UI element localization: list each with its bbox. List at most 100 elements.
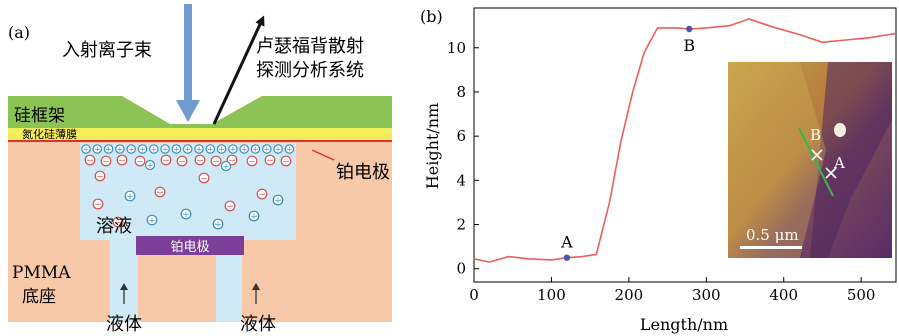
svg-text:+: + — [252, 145, 258, 154]
liquid-arrow-left — [120, 283, 128, 304]
chart-plot-area — [473, 7, 897, 283]
svg-text:−: − — [212, 157, 219, 167]
panel-a-schematic: (a) 铂电极 + + + + + + + + + + + + + + + + + + +− − − − − − − − − − − −+… — [8, 4, 392, 335]
cation-ion: + — [81, 144, 91, 154]
afm-label-a: A — [833, 154, 845, 172]
silicon-frame-label: 硅框架 — [14, 106, 65, 126]
x-tick-label: 500 — [847, 286, 876, 304]
svg-text:−: − — [118, 156, 125, 166]
cation-ion: + — [160, 144, 170, 154]
afm-inset: B A 0.5 μm — [728, 62, 892, 258]
anion-ion: − — [224, 200, 236, 212]
svg-text:−: − — [86, 156, 93, 166]
cation-ion: + — [261, 144, 272, 154]
x-tick-label: 200 — [615, 286, 644, 304]
cation-ion: + — [115, 144, 125, 154]
svg-text:+: + — [173, 145, 179, 154]
svg-text:−: − — [226, 202, 233, 212]
svg-text:−: − — [156, 188, 163, 198]
anion-ion: − — [198, 172, 210, 184]
svg-text:+: + — [250, 212, 257, 222]
x-tick-label: 400 — [769, 286, 798, 304]
anion-ion: − — [116, 154, 128, 166]
cation-ion: + — [137, 144, 148, 154]
rbs-label-line1: 卢瑟福背散射 — [256, 36, 364, 57]
y-axis-label: Height/nm — [423, 103, 442, 189]
cation-ion: + — [205, 144, 216, 154]
afm-profile-line — [798, 127, 834, 197]
svg-text:+: + — [286, 145, 292, 154]
rbs-label-line2: 探测分析系统 — [256, 60, 364, 81]
bottom-platinum-electrode — [136, 236, 244, 255]
svg-text:+: + — [105, 145, 111, 154]
backscatter-arrow — [212, 15, 265, 125]
solution-chamber — [80, 143, 296, 322]
svg-text:+: + — [126, 192, 133, 202]
anion-ion: − — [194, 154, 206, 166]
svg-text:+: + — [196, 145, 202, 154]
svg-text:−: − — [248, 157, 255, 167]
anion-ion: − — [134, 155, 146, 167]
x-tick-label: 300 — [692, 286, 721, 304]
svg-text:−: − — [266, 156, 273, 166]
afm-scale-bar — [740, 246, 802, 249]
svg-text:+: + — [274, 196, 281, 206]
membrane-label: 氮化硅薄膜 — [22, 127, 77, 141]
cation-ion: + — [149, 144, 159, 154]
y-axis: 0 2 4 6 8 10 — [447, 39, 479, 278]
svg-text:+: + — [207, 145, 213, 154]
cation-ion: + — [216, 144, 227, 154]
svg-text:+: + — [117, 145, 123, 154]
afm-marker-b — [811, 149, 823, 161]
marker-label-a: A — [560, 233, 573, 252]
svg-text:−: − — [114, 218, 121, 228]
silicon-frame — [8, 96, 392, 130]
y-tick-label: 6 — [456, 127, 466, 145]
svg-text:−: − — [196, 156, 203, 166]
svg-text:−: − — [282, 157, 289, 167]
svg-text:+: + — [230, 145, 236, 154]
cation-ion: + — [239, 144, 249, 154]
svg-text:+: + — [241, 145, 247, 154]
marker-point-b — [686, 25, 693, 33]
svg-text:+: + — [148, 216, 155, 226]
svg-text:+: + — [94, 145, 100, 154]
svg-text:−: − — [94, 200, 101, 210]
anion-ion: − — [264, 154, 276, 166]
svg-text:+: + — [151, 145, 157, 154]
ion-beam-label: 入射离子束 — [62, 40, 152, 61]
liquid-label-right: 液体 — [240, 314, 276, 335]
panel-b-chart: (b) 0 2 4 6 8 10 0 100 200 300 400 500 Height/nm L… — [420, 7, 897, 334]
height-profile-line — [473, 18, 897, 263]
svg-text:+: + — [139, 145, 145, 154]
svg-text:+: + — [162, 145, 168, 154]
svg-text:+: + — [128, 145, 134, 154]
chart-series: AB — [473, 18, 897, 263]
svg-text:−: − — [178, 157, 185, 167]
anion-ion: − — [92, 198, 104, 210]
y-tick-label: 10 — [447, 39, 466, 57]
cation-ion: + — [103, 144, 114, 154]
ion-beam-arrow — [176, 4, 200, 122]
svg-text:+: + — [275, 145, 281, 154]
x-axis: 0 100 200 300 400 500 — [469, 277, 875, 304]
cation-ion: + — [92, 144, 103, 154]
anion-ion: − — [154, 186, 166, 198]
svg-text:−: − — [162, 156, 169, 166]
afm-bright-region — [728, 62, 826, 258]
svg-text:−: − — [96, 172, 103, 182]
svg-text:+: + — [223, 161, 230, 171]
y-tick-label: 2 — [456, 216, 466, 234]
svg-text:+: + — [83, 145, 89, 154]
x-tick-label: 100 — [537, 286, 566, 304]
anion-ion: − — [160, 154, 172, 166]
top-electrode-pointer — [311, 149, 335, 161]
cation-ion: + — [248, 210, 260, 222]
cation-ion: + — [273, 144, 283, 154]
base-label-line2: 底座 — [22, 287, 56, 307]
x-axis-label: Length/nm — [640, 315, 728, 334]
svg-text:−: − — [200, 174, 207, 184]
anion-ion: − — [210, 155, 222, 167]
y-tick-label: 8 — [456, 83, 466, 101]
